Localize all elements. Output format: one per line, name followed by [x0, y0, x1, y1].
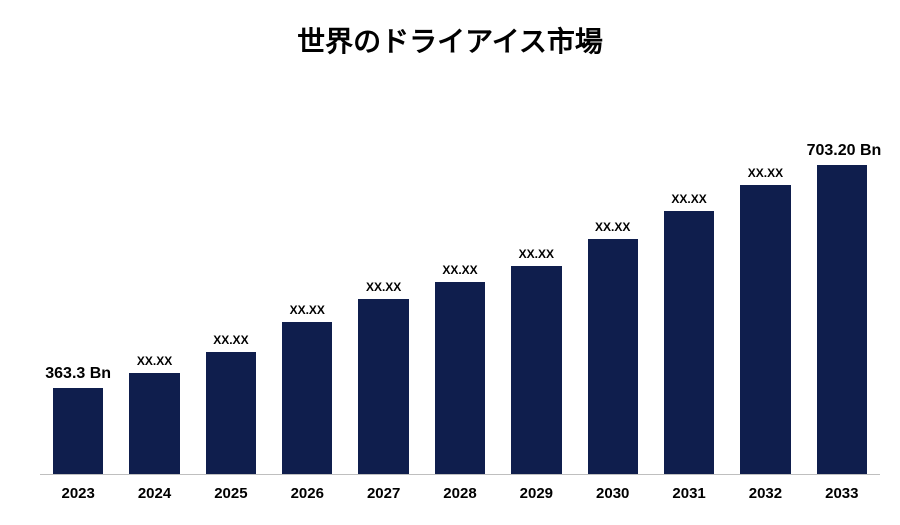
- bar: [588, 239, 638, 474]
- chart-title: 世界のドライアイス市場: [0, 20, 900, 60]
- x-axis-label: 2026: [269, 485, 345, 502]
- x-axis-label: 2023: [40, 485, 116, 502]
- bar-column: XX.XX: [129, 80, 179, 475]
- bar: [129, 373, 179, 474]
- bar-value-label: XX.XX: [196, 333, 266, 347]
- bar-value-label: XX.XX: [425, 263, 495, 277]
- x-axis-label: 2028: [422, 485, 498, 502]
- bar-column: XX.XX: [740, 80, 790, 475]
- x-axis-label: 2031: [651, 485, 727, 502]
- bar-column: XX.XX: [206, 80, 256, 475]
- x-axis-label: 2027: [345, 485, 421, 502]
- x-axis-label: 2025: [193, 485, 269, 502]
- bar-value-label: XX.XX: [654, 192, 724, 206]
- bar-column: XX.XX: [664, 80, 714, 475]
- x-axis-label: 2033: [804, 485, 880, 502]
- bar-value-label: 703.20 Bn: [807, 142, 877, 160]
- bar: [435, 282, 485, 474]
- bar-value-label: XX.XX: [730, 166, 800, 180]
- x-axis-line: [40, 474, 880, 475]
- x-axis-label: 2032: [727, 485, 803, 502]
- bar-value-label: XX.XX: [119, 354, 189, 368]
- bar-column: XX.XX: [588, 80, 638, 475]
- bar-value-label: 363.3 Bn: [43, 365, 113, 383]
- bar: [740, 185, 790, 474]
- x-axis-label: 2030: [575, 485, 651, 502]
- x-axis-label: 2029: [498, 485, 574, 502]
- bar: [53, 388, 103, 474]
- bar-value-label: XX.XX: [501, 247, 571, 261]
- bar-column: XX.XX: [511, 80, 561, 475]
- bar-column: XX.XX: [358, 80, 408, 475]
- chart-container: 世界のドライアイス市場 363.3 BnXX.XXXX.XXXX.XXXX.XX…: [0, 0, 900, 525]
- bar: [817, 165, 867, 474]
- bars-group: 363.3 BnXX.XXXX.XXXX.XXXX.XXXX.XXXX.XXXX…: [40, 80, 880, 475]
- x-axis-label: 2024: [116, 485, 192, 502]
- bar-value-label: XX.XX: [578, 220, 648, 234]
- bar: [358, 299, 408, 474]
- bar-column: XX.XX: [435, 80, 485, 475]
- x-axis-labels: 2023202420252026202720282029203020312032…: [40, 485, 880, 507]
- bar-value-label: XX.XX: [348, 280, 418, 294]
- bar: [511, 266, 561, 474]
- bar-column: XX.XX: [282, 80, 332, 475]
- bar: [206, 352, 256, 474]
- bar-value-label: XX.XX: [272, 303, 342, 317]
- bar-column: 703.20 Bn: [817, 80, 867, 475]
- bar-column: 363.3 Bn: [53, 80, 103, 475]
- plot-area: 363.3 BnXX.XXXX.XXXX.XXXX.XXXX.XXXX.XXXX…: [40, 80, 880, 475]
- bar: [664, 211, 714, 474]
- bar: [282, 322, 332, 474]
